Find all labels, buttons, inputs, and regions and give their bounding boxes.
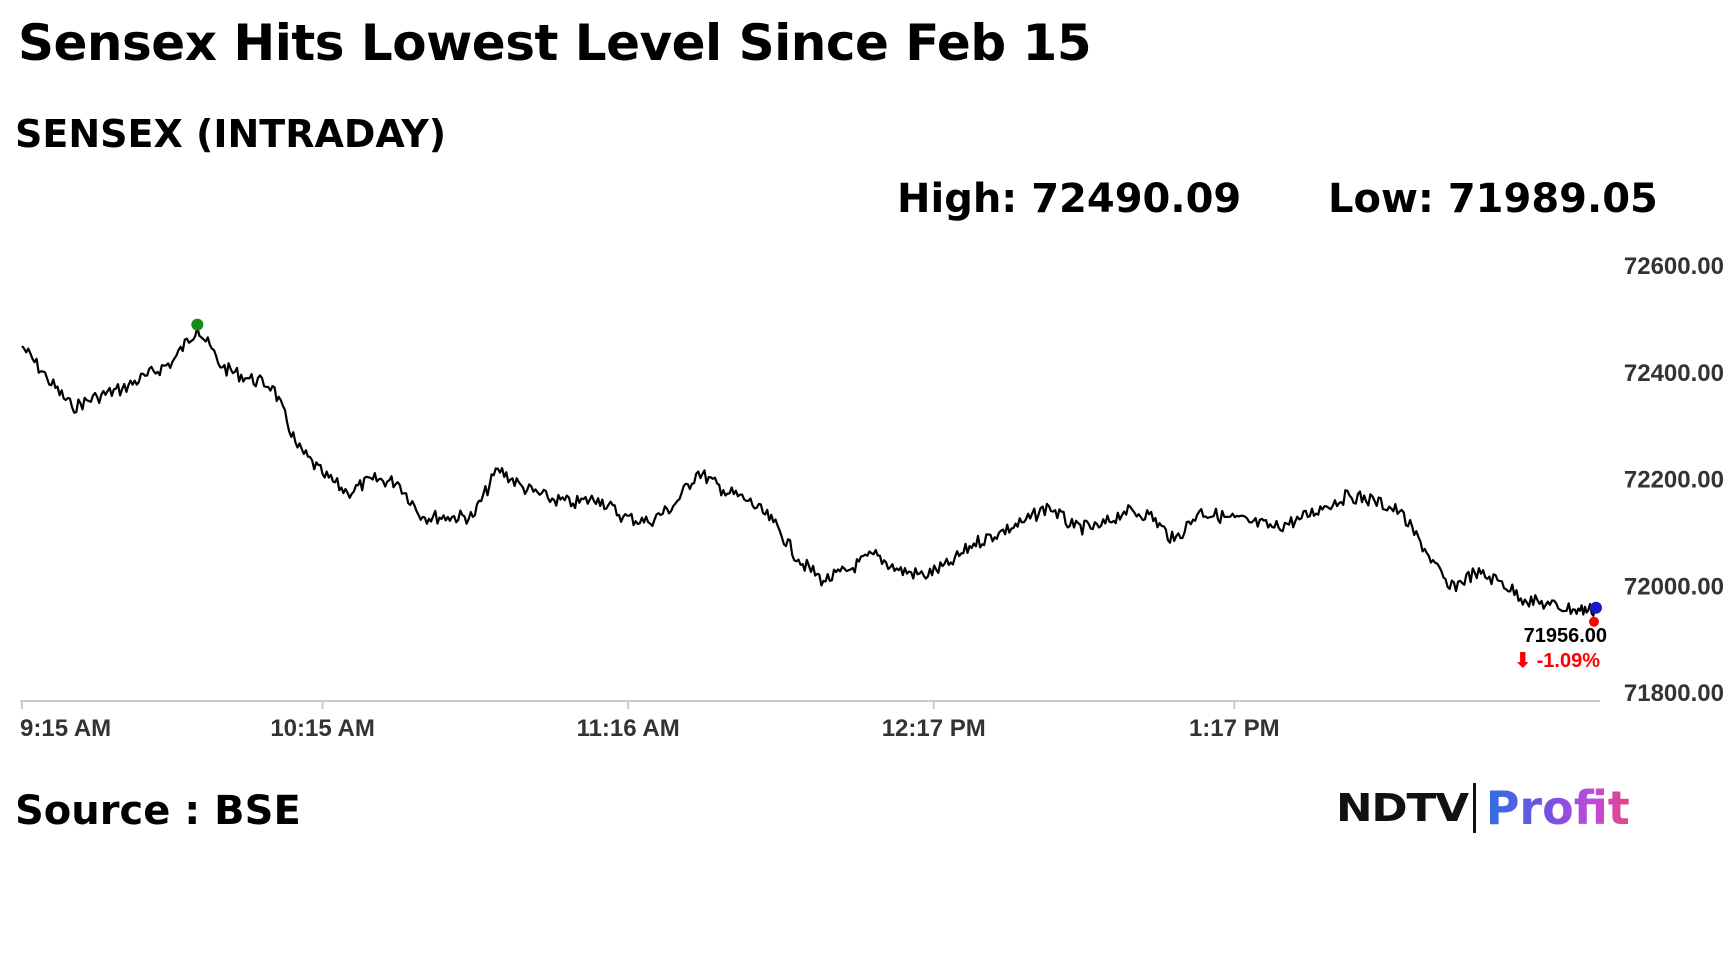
x-tick-label: 11:16 AM xyxy=(577,715,680,742)
source-label: Source : BSE xyxy=(15,788,301,834)
x-axis-ticks: 9:15 AM 10:15 AM 11:16 AM 12:17 PM 1:17 PM xyxy=(20,701,1280,742)
low-value: Low: 71989.05 xyxy=(1328,176,1658,222)
y-tick-label: 72200.00 xyxy=(1624,467,1724,494)
sensex-series-line xyxy=(21,326,1597,617)
x-tick-label: 9:15 AM xyxy=(20,715,111,742)
y-tick-label: 71800.00 xyxy=(1624,680,1724,707)
high-point-marker xyxy=(191,318,204,331)
y-tick-label: 72400.00 xyxy=(1624,360,1724,387)
current-point-marker xyxy=(1588,616,1599,627)
y-axis-ticks: 72600.00 72400.00 72200.00 72000.00 71800.00 xyxy=(1624,253,1724,707)
headline: Sensex Hits Lowest Level Since Feb 15 xyxy=(18,14,1092,72)
logo-profit-text: Profit xyxy=(1485,781,1630,835)
change-percent-label: ⬇ -1.09% xyxy=(1514,650,1600,672)
high-value: High: 72490.09 xyxy=(897,176,1242,222)
x-tick-label: 12:17 PM xyxy=(882,715,986,742)
y-tick-label: 72000.00 xyxy=(1624,573,1724,600)
logo-divider xyxy=(1472,783,1476,833)
y-tick-label: 72600.00 xyxy=(1624,253,1724,280)
intraday-line-chart: 72600.00 72400.00 72200.00 72000.00 71800.00… xyxy=(20,253,1724,742)
last-value-label: 71956.00 xyxy=(1524,625,1607,647)
x-tick-label: 1:17 PM xyxy=(1189,715,1280,742)
ndtv-profit-logo: NDTV Profit xyxy=(1336,778,1630,838)
chart-title: SENSEX (INTRADAY) xyxy=(15,112,447,156)
last-point-marker xyxy=(1589,601,1602,614)
x-tick-label: 10:15 AM xyxy=(270,715,374,742)
logo-ndtv-text: NDTV xyxy=(1336,786,1469,830)
